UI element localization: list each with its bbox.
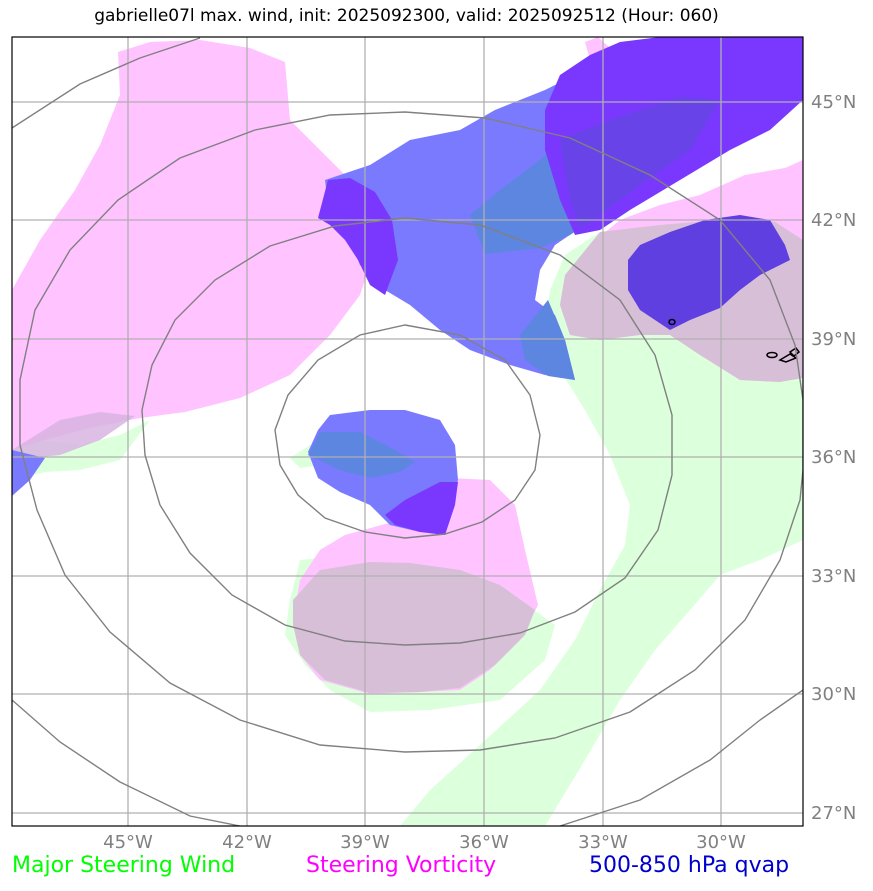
lat-tick-label: 33°N — [811, 566, 856, 587]
distance-rings — [12, 37, 803, 826]
legend-steering-wind: Major Steering Wind — [12, 853, 236, 878]
map-title: gabrielle07l max. wind, init: 2025092300… — [94, 6, 719, 26]
island-outline — [668, 318, 676, 326]
longitude-labels: 45°W 42°W 39°W 36°W 33°W 30°W — [103, 832, 746, 853]
wind-area-west — [12, 420, 150, 480]
distance-ring — [12, 37, 803, 826]
island-outline — [778, 353, 798, 363]
vorticity-area-northeast — [585, 37, 610, 60]
lat-tick-label: 30°N — [811, 684, 856, 705]
latitude-labels: 45°N 42°N 39°N 36°N 33°N 30°N 27°N — [811, 92, 856, 824]
graticule — [12, 37, 803, 826]
qvap-strong-north — [318, 178, 398, 295]
lon-tick-label: 36°W — [459, 832, 509, 853]
mix-area-center — [308, 432, 415, 478]
qvap-dark-east — [628, 215, 790, 330]
legend-qvap: 500-850 hPa qvap — [589, 853, 790, 878]
qvap-strong-center — [385, 482, 458, 535]
lat-tick-label: 42°N — [811, 210, 856, 231]
lon-tick-label: 39°W — [340, 832, 390, 853]
map-layers — [12, 37, 803, 826]
lat-tick-label: 39°N — [811, 329, 856, 350]
vorticity-area-west — [12, 40, 375, 450]
overlap-area-center — [293, 562, 535, 693]
vorticity-area-west-tail — [12, 412, 135, 460]
lon-tick-label: 42°W — [222, 832, 272, 853]
lat-tick-label: 45°N — [811, 92, 856, 113]
map-frame — [11, 36, 804, 827]
distance-ring — [274, 324, 541, 539]
coastline-layer — [668, 318, 801, 363]
wind-area-east — [400, 225, 803, 826]
distance-ring — [141, 217, 673, 646]
lon-tick-label: 33°W — [578, 832, 628, 853]
lon-tick-label: 45°W — [103, 832, 153, 853]
qvap-area-west — [12, 450, 45, 496]
qvap-dark-northeast — [560, 97, 720, 228]
lon-tick-label: 30°W — [696, 832, 746, 853]
mix-area-east — [520, 300, 575, 380]
island-outline — [788, 346, 801, 358]
distance-ring — [19, 111, 803, 753]
lat-tick-label: 27°N — [811, 803, 856, 824]
legend-steering-vorticity: Steering Vorticity — [306, 853, 497, 878]
lat-tick-label: 36°N — [811, 447, 856, 468]
qvap-strong-vorticity-layer — [560, 97, 790, 330]
island-outline — [766, 351, 778, 359]
